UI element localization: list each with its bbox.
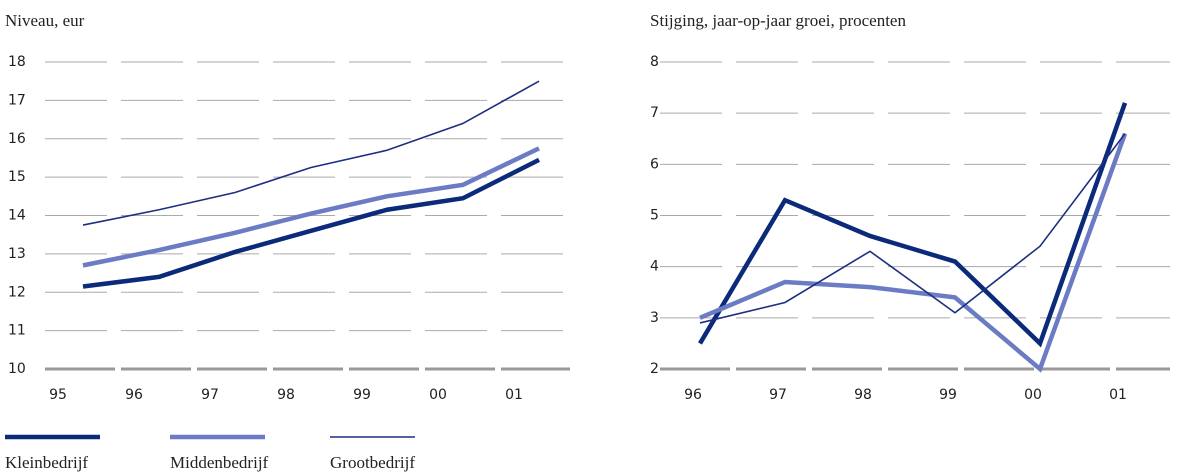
y-tick-label: 16 bbox=[8, 131, 26, 147]
x-tick-label: 96 bbox=[125, 387, 143, 403]
chart-title: Stijging, jaar-op-jaar groei, procenten bbox=[650, 11, 906, 30]
x-tick-label: 99 bbox=[353, 387, 371, 403]
x-tick-label: 99 bbox=[939, 387, 957, 403]
x-tick-label: 98 bbox=[854, 387, 872, 403]
series-line bbox=[82, 157, 541, 289]
y-tick-label: 2 bbox=[650, 361, 659, 377]
series-line: Kleinbedrijf bbox=[698, 102, 1128, 348]
y-tick-label: 4 bbox=[650, 259, 659, 275]
x-tick-label: 00 bbox=[1024, 387, 1042, 403]
y-tick-label: 5 bbox=[650, 208, 659, 224]
y-tick-label: 17 bbox=[8, 92, 26, 108]
y-tick-label: 15 bbox=[8, 169, 26, 185]
y-tick-label: 8 bbox=[650, 54, 659, 70]
series-line: Grootbedrijf bbox=[699, 133, 1126, 324]
series-line bbox=[82, 146, 540, 268]
y-tick-label: 7 bbox=[650, 105, 659, 121]
y-tick-label: 12 bbox=[8, 284, 26, 300]
x-tick-label: 00 bbox=[429, 387, 447, 403]
y-tick-label: 13 bbox=[8, 246, 26, 262]
x-tick-label: 97 bbox=[769, 387, 787, 403]
y-tick-label: 3 bbox=[650, 310, 659, 326]
y-tick-label: 6 bbox=[650, 156, 659, 172]
x-tick-label: 01 bbox=[1109, 387, 1127, 403]
x-tick-label: 96 bbox=[684, 387, 702, 403]
y-tick-label: 10 bbox=[8, 361, 26, 377]
series-line bbox=[82, 80, 540, 226]
series-line: Middenbedrijf bbox=[699, 132, 1128, 373]
y-tick-label: 18 bbox=[8, 54, 26, 70]
legend-label: Grootbedrijf bbox=[330, 453, 415, 472]
legend-label: Middenbedrijf bbox=[170, 453, 269, 472]
y-tick-label: 11 bbox=[8, 323, 26, 339]
x-tick-label: 95 bbox=[49, 387, 67, 403]
chart-title: Niveau, eur bbox=[5, 11, 85, 30]
x-tick-label: 98 bbox=[277, 387, 295, 403]
x-tick-label: 01 bbox=[505, 387, 523, 403]
y-tick-label: 14 bbox=[8, 208, 26, 224]
x-tick-label: 97 bbox=[201, 387, 219, 403]
legend-label: Kleinbedrijf bbox=[5, 453, 88, 472]
